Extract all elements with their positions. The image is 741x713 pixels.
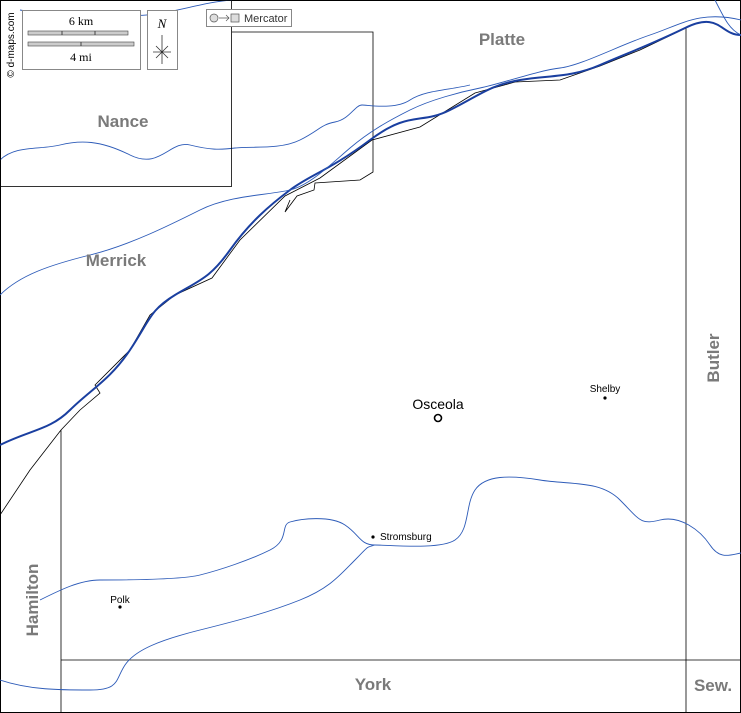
river — [0, 84, 471, 161]
county-label: Butler — [704, 333, 723, 383]
town-label: Shelby — [590, 384, 621, 395]
projection-label: Mercator — [244, 13, 288, 25]
inset-frame — [0, 0, 232, 187]
county-border — [232, 31, 374, 213]
county-label: Nance — [97, 112, 148, 131]
projection-box — [206, 9, 292, 27]
river — [0, 16, 741, 296]
town-label: Polk — [110, 595, 130, 606]
town-marker — [118, 605, 122, 609]
county-border — [0, 27, 741, 713]
compass — [153, 35, 171, 64]
scale-bar — [27, 30, 129, 36]
seat-label: Osceola — [412, 396, 464, 412]
projection-icon — [219, 14, 230, 22]
town-marker — [371, 535, 375, 539]
credit: © d-maps.com — [6, 12, 17, 77]
north-box — [147, 10, 178, 70]
projection-icon — [209, 13, 219, 23]
scale-box — [22, 10, 141, 70]
river — [0, 544, 376, 691]
seat-marker — [433, 413, 443, 423]
town-label: Stromsburg — [380, 532, 432, 543]
scale-km: 6 km — [69, 14, 94, 28]
county-label: Sew. — [694, 676, 732, 695]
river — [39, 476, 741, 601]
north-label: N — [157, 16, 168, 31]
county-label: Merrick — [86, 251, 147, 270]
platte-river — [0, 21, 741, 446]
scale-mi: 4 mi — [70, 50, 92, 64]
county-label: Platte — [479, 30, 525, 49]
projection-icon — [230, 13, 240, 23]
town-marker — [603, 396, 607, 400]
county-label: York — [355, 675, 392, 694]
county-label: Hamilton — [23, 564, 42, 637]
